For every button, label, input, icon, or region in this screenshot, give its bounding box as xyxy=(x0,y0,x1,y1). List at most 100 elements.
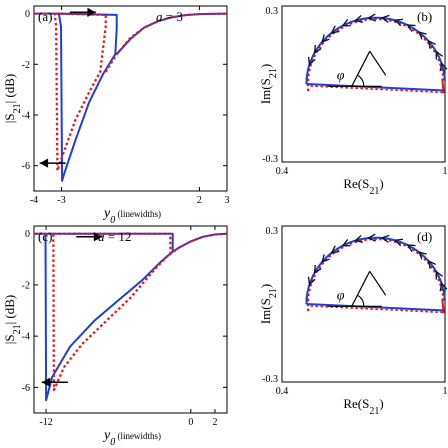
x-tick-label: -12 xyxy=(39,417,52,428)
y-axis-title: |S21| (dB) xyxy=(2,295,23,345)
arc-arrow xyxy=(341,19,351,27)
panel-label: (a) xyxy=(38,9,52,24)
series-line-red xyxy=(306,17,445,92)
series-line-blue xyxy=(305,16,446,81)
annotation: a = 12 xyxy=(98,229,131,244)
x-tick-label: 0 xyxy=(188,417,193,428)
arc-arrow xyxy=(417,31,427,40)
x-tick-label: 2 xyxy=(212,417,217,428)
y-axis-title: Im(S21) xyxy=(258,284,279,324)
arc-arrow xyxy=(313,44,322,54)
y-tick-label: -6 xyxy=(22,383,30,394)
y-axis-title: |S21| (dB) xyxy=(2,74,23,124)
arc-arrow xyxy=(321,34,330,44)
x-tick-label: 2 xyxy=(197,195,202,206)
plot-frame xyxy=(281,5,446,163)
arc-arrow xyxy=(307,276,316,286)
arc-arrow xyxy=(406,244,416,252)
arc-arrow xyxy=(321,254,330,264)
chord-start-blue xyxy=(305,296,308,305)
series-line xyxy=(34,232,228,391)
arrow-right-head xyxy=(87,7,96,17)
panel-a: -4 -3 2 3 0 -2 -4 -6 (a) a = 3 y0 (linewidths) |S21… xyxy=(2,5,230,226)
plot-frame xyxy=(281,225,446,383)
arc-arrow xyxy=(380,234,390,243)
series-line xyxy=(34,12,107,172)
arc-arrow xyxy=(435,270,443,280)
series-line xyxy=(104,12,228,73)
panel-label: (d) xyxy=(417,229,432,244)
panel-label: (c) xyxy=(38,229,52,244)
phi-label: φ xyxy=(337,288,345,303)
y-tick-label: -0.3 xyxy=(262,154,278,165)
x-tick-label: 0.4 xyxy=(276,386,289,397)
x-axis-title: Re(S21) xyxy=(343,176,383,197)
chord-red xyxy=(310,85,445,94)
arc-arrow xyxy=(353,14,364,23)
y-tick-label: -6 xyxy=(22,161,30,172)
phi-label: φ xyxy=(337,68,345,83)
phi-ray xyxy=(351,271,371,307)
y-axis-title: Im(S21) xyxy=(258,64,279,104)
y-tick-label: -2 xyxy=(22,60,30,71)
x-tick-label: 0.4 xyxy=(276,166,289,177)
arc-arrow xyxy=(367,13,376,22)
panel-b: 0.4 1 0.3 -0.3 φ (b) Re(S21) Im(S21) xyxy=(258,5,448,197)
edge-red xyxy=(441,78,445,94)
arrow-left-head xyxy=(39,158,49,168)
panel-d: 0.4 1 0.3 -0.3 φ (d) Re(S21) Im(S21) xyxy=(258,225,448,417)
series-line xyxy=(34,12,118,182)
x-tick-label: -3 xyxy=(57,195,65,206)
y-tick-label: -2 xyxy=(22,280,30,291)
phi-arc xyxy=(357,294,365,307)
phi-ray-2 xyxy=(369,270,387,296)
x-tick-label: -4 xyxy=(30,195,38,206)
y-tick-label: 0 xyxy=(25,229,30,240)
plot-frame xyxy=(33,225,228,414)
panel-c: -12 0 2 0 -2 -4 -6 (c) a = 12 y0 (linewidths) |S21… xyxy=(2,225,228,448)
phi-ray-2 xyxy=(369,50,387,76)
arc-arrow xyxy=(427,39,437,49)
y-tick-label: 0.3 xyxy=(266,226,279,237)
phi-arc xyxy=(357,74,365,87)
series-line xyxy=(45,232,174,252)
arc-arrow xyxy=(313,264,322,274)
arc-arrow xyxy=(380,14,390,23)
arc-arrow xyxy=(367,233,376,242)
arc-arrow xyxy=(427,259,437,269)
series-line-red xyxy=(306,237,445,312)
x-tick-label: 3 xyxy=(225,195,230,206)
arc-arrow xyxy=(406,24,416,32)
arc-arrow xyxy=(353,234,364,243)
x-tick-label: 1 xyxy=(443,386,448,397)
chord-red xyxy=(310,305,445,314)
series-line xyxy=(34,232,228,402)
y-tick-label: -4 xyxy=(22,110,30,121)
arc-arrow xyxy=(393,18,404,27)
panel-label: (b) xyxy=(417,9,432,24)
arrow-right-head xyxy=(93,232,103,242)
arc-arrow xyxy=(435,50,443,60)
y-tick-label: -0.3 xyxy=(262,374,278,385)
arc-arrow xyxy=(439,62,448,72)
x-axis-title: y0 (linewidths) xyxy=(102,428,161,448)
x-axis-title: Re(S21) xyxy=(343,396,383,417)
edge-red xyxy=(441,298,445,314)
chord-start-blue xyxy=(305,76,308,85)
chord-blue xyxy=(306,83,445,92)
arc-arrow xyxy=(439,282,448,292)
x-axis-title: y0 (linewidths) xyxy=(102,206,161,226)
arc-arrow xyxy=(393,238,404,247)
series-line xyxy=(53,232,172,254)
x-tick-label: 1 xyxy=(443,166,448,177)
y-tick-label: 0.3 xyxy=(266,6,279,17)
arc-arrow xyxy=(330,25,340,34)
chord-blue xyxy=(306,303,445,312)
phi-ray xyxy=(351,51,371,87)
annotation: a = 3 xyxy=(156,9,183,24)
arrow-left-head xyxy=(41,377,51,387)
series-line-blue xyxy=(305,236,446,301)
arc-arrow xyxy=(417,251,427,260)
arc-arrow xyxy=(341,239,351,247)
